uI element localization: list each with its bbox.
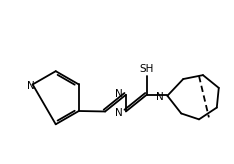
Text: SH: SH: [139, 64, 154, 74]
Text: N: N: [27, 81, 35, 91]
Text: N: N: [156, 92, 163, 102]
Text: N: N: [115, 89, 123, 99]
Text: N: N: [115, 108, 123, 118]
